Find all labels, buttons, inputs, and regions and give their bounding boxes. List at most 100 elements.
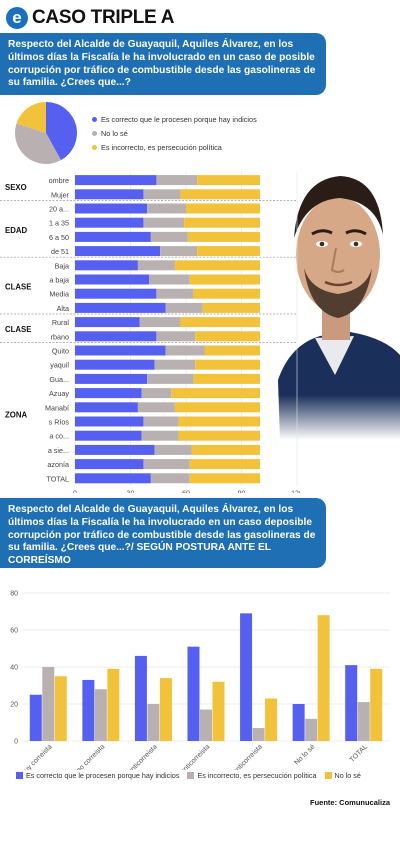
x-category-label: Muy anticorreista [116, 743, 159, 770]
legend-item-correcto: Es correcto que le procesen porque hay i… [16, 771, 179, 780]
bar-nolose [107, 668, 120, 741]
bar-incorrecto [305, 718, 318, 741]
x-category-label: Algo anticorreista [168, 743, 211, 770]
x-tick-label: 120 [291, 490, 300, 493]
bar-nolose [150, 473, 190, 484]
y-tick-label: 20 [10, 702, 18, 709]
bar-correcto [75, 373, 148, 384]
bar-incorrecto [189, 274, 260, 285]
bar-incorrecto [197, 246, 260, 257]
bar-correcto [75, 388, 142, 399]
row-label: Gua... [49, 375, 69, 384]
bar-nolose [143, 459, 190, 470]
bar-incorrecto [189, 473, 260, 484]
legend-item-correcto: Es correcto que le procesen porque hay i… [92, 112, 257, 126]
y-tick-label: 40 [10, 665, 18, 672]
legend-label: Es incorrecto, es persecución política [197, 771, 317, 780]
x-category-label: No lo sé [293, 743, 316, 766]
bar-incorrecto [193, 288, 260, 299]
bar-incorrecto [200, 709, 212, 741]
row-label: ombre [49, 176, 69, 185]
bar-correcto [75, 444, 155, 455]
bar-correcto [75, 345, 166, 356]
group-label: EDAD [5, 226, 27, 235]
bar-incorrecto [195, 359, 260, 370]
row-label: s Ríos [49, 418, 70, 427]
bar-incorrecto [195, 331, 260, 342]
row-label: rbano [51, 332, 69, 341]
bar-correcto [75, 302, 166, 313]
legend-item-nolose: No lo sé [324, 771, 361, 780]
group-label: CLASE [5, 283, 31, 292]
bar-correcto [75, 430, 142, 441]
bar-correcto [82, 679, 95, 741]
bar-nolose [370, 668, 383, 741]
legend-swatch-incorrecto [187, 772, 195, 779]
bar-incorrecto [147, 704, 160, 741]
bar-correcto [75, 473, 151, 484]
source-note: Fuente: Comunucaliza [309, 798, 390, 807]
bar-nolose [317, 615, 330, 741]
pie-legend: Es correcto que le procesen porque hay i… [92, 112, 257, 154]
row-label: Baja [55, 261, 69, 270]
bar-nolose [143, 416, 179, 427]
y-tick-label: 0 [14, 739, 18, 746]
bar-incorrecto [94, 689, 107, 741]
row-label: Quito [52, 347, 69, 356]
bar-incorrecto [184, 217, 260, 228]
bar-nolose [137, 260, 175, 271]
bar-incorrecto [189, 459, 260, 470]
brand-logo: e [6, 7, 28, 29]
row-label: Alta [57, 304, 69, 313]
bar-incorrecto [180, 189, 260, 200]
bar-nolose [137, 402, 175, 413]
bar-incorrecto [252, 728, 265, 741]
bar-nolose [156, 288, 194, 299]
bar-nolose [156, 175, 198, 186]
bar-correcto [75, 231, 151, 242]
bar-correcto [75, 317, 140, 328]
brand-name: CASO TRIPLE A [32, 7, 175, 28]
row-label: Manabí [45, 403, 69, 412]
bar-nolose [147, 373, 194, 384]
x-category-label: Muy correista [19, 743, 54, 770]
bar-correcto [75, 274, 149, 285]
legend-item-nolose: No lo sé [92, 126, 257, 140]
bar-incorrecto [171, 388, 260, 399]
row-label: Mujer [51, 190, 70, 199]
row-label: Rural [52, 318, 70, 327]
row-label: TOTAL [47, 474, 70, 483]
bar-incorrecto [178, 430, 260, 441]
bar-correcto [240, 613, 253, 741]
bar-nolose [147, 203, 186, 214]
row-label: yaquil [50, 361, 69, 370]
legend-swatch-nolose [92, 130, 97, 136]
pie-chart [15, 102, 78, 164]
legend-swatch-correcto [92, 116, 97, 122]
bar-correcto [134, 655, 147, 741]
bar-correcto [75, 246, 161, 257]
bar-correcto [75, 288, 157, 299]
bar-incorrecto [42, 667, 55, 741]
question-banner-1: Respecto del Alcalde de Guayaquil, Aquil… [0, 33, 326, 95]
legend-label: Es correcto que le procesen porque hay i… [101, 114, 257, 124]
bar-incorrecto [174, 402, 260, 413]
bar-nolose [159, 678, 172, 741]
row-label: 6 a 50 [49, 233, 69, 242]
legend-label: Es correcto que le procesen porque hay i… [26, 771, 180, 780]
grouped-bar-legend: Es correcto que le procesen porque hay i… [16, 771, 396, 780]
bar-incorrecto [193, 373, 260, 384]
legend-item-incorrecto: Es incorrecto, es persecución política [92, 140, 257, 154]
bar-nolose [154, 359, 196, 370]
x-tick-label: 90 [238, 490, 246, 493]
bar-correcto [345, 665, 358, 741]
bar-incorrecto [178, 416, 260, 427]
x-tick-label: 0 [73, 490, 77, 493]
bar-incorrecto [204, 345, 260, 356]
bar-nolose [154, 444, 192, 455]
group-label: SEXO [5, 183, 27, 192]
legend-swatch-nolose [324, 772, 332, 779]
bar-nolose [156, 331, 196, 342]
bar-correcto [75, 331, 157, 342]
x-category-label: TOTAL [349, 743, 370, 764]
